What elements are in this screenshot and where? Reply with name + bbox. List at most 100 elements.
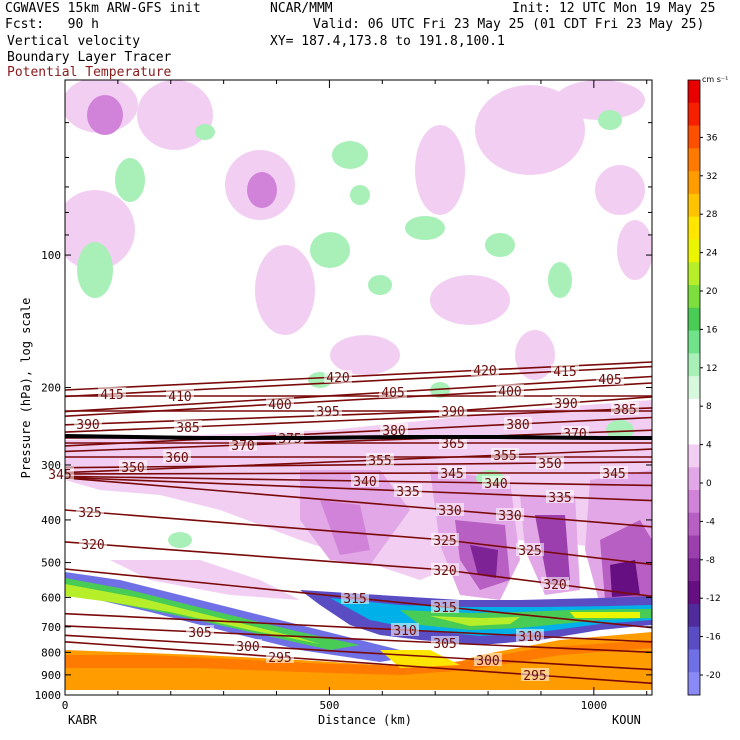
theta-label: 400 [498,385,521,400]
theta-label-bg [379,385,407,398]
theta-label: 325 [78,506,101,521]
y-tick-label: 500 [41,557,61,570]
colorbar-label: -16 [706,633,721,643]
colorbar-frame [687,79,701,696]
theta-label-bg [552,396,580,409]
theta-label-bg [324,370,352,383]
header-line1-right: Init: 12 UTC Mon 19 May 25 [512,1,716,16]
theta-label-bg [380,423,408,436]
y-tick-label: 700 [41,621,61,634]
theta-label-bg [314,404,342,417]
theta-contour-295 [65,641,652,685]
x-tick-label: 1000 [581,699,608,712]
theta-label-bg [174,420,202,433]
theta-label: 355 [493,449,516,464]
theta-label: 340 [484,477,507,492]
theta-label: 370 [231,439,254,454]
theta-label: 400 [268,398,291,413]
theta-label-bg [491,448,519,461]
colorbar-label: 24 [706,249,718,259]
theta-label: 390 [441,405,464,420]
header-line2-right: Valid: 06 UTC Fri 23 May 25 (01 CDT Fri … [313,17,705,32]
theta-label: 335 [548,491,571,506]
theta-label: 315 [343,592,366,607]
theta-label-bg [351,474,379,487]
theta-label: 350 [538,457,561,472]
theta-label-bg [266,650,294,663]
theta-contour-310 [65,612,652,643]
theta-label-bg [186,625,214,638]
colorbar-swatch [688,262,700,286]
colorbar-swatch [688,239,700,263]
theta-label: 315 [433,601,456,616]
theta-contour-305 [65,625,652,654]
colorbar-swatch [688,558,700,582]
theta-label: 365 [441,437,464,452]
x-tick-label: 0 [62,699,69,712]
colorbar-label: 32 [706,172,717,182]
y-tick-label: 300 [41,459,61,472]
theta-contour-335 [65,476,652,502]
theta-label: 295 [268,651,291,666]
theta-label-bg [516,629,544,642]
theta-label: 330 [498,509,521,524]
theta-label: 310 [393,624,416,639]
theta-label-bg [496,508,524,521]
header-line4-left: Boundary Layer Tracer [7,50,172,65]
tropopause-line [64,434,652,440]
y-tick-label: 1000 [35,689,62,702]
theta-label-bg [439,404,467,417]
theta-label-bg [504,417,532,430]
theta-label: 295 [523,669,546,684]
colorbar-label: 8 [706,402,712,412]
colorbar-swatch [688,102,700,127]
colorbar-swatch [688,672,700,696]
theta-label-bg [431,600,459,613]
colorbar-label: -8 [706,556,715,566]
theta-label-bg [163,450,191,463]
theta-label-bg [366,453,394,466]
colorbar-swatch [688,603,700,628]
x-endpoint-left: KABR [68,713,98,727]
colorbar: 36 32 28 24 20 16 12 8 4 0 -4 -8 -12 -16 -20 [687,79,721,696]
theta-label-bg [596,372,624,385]
theta-label-bg [431,636,459,649]
colorbar-swatch [688,490,700,514]
theta-contour-315 [65,568,652,629]
theta-label-bg [474,653,502,666]
header-line3-center: XY= 187.4,173.8 to 191.8,100.1 [270,34,505,49]
theta-label: 340 [353,475,376,490]
theta-label: 415 [553,365,576,380]
theta-contour-330 [65,477,652,528]
theta-label-bg [98,387,126,400]
header-line5-left: Potential Temperature [7,65,172,80]
colorbar-swatch [688,535,700,559]
theta-label-bg [521,668,549,681]
y-tick-label: 600 [41,591,61,604]
theta-label-bg [234,639,262,652]
x-tick-label: 500 [319,699,339,712]
theta-label-bg [46,467,74,480]
x-axis-label: Distance (km) [318,713,412,727]
theta-label-bg [471,363,499,376]
theta-label: 335 [396,485,419,500]
theta-label-bg [229,438,257,451]
colorbar-swatch [688,581,700,605]
theta-label: 310 [518,630,541,645]
theta-label: 355 [368,454,391,469]
colorbar-swatch [688,330,700,354]
colorbar-units: cm s⁻¹ [702,75,728,84]
theta-contour-350 [65,461,652,469]
colorbar-swatch [688,80,700,104]
theta-label: 320 [81,538,104,553]
theta-label-bg [391,623,419,636]
y-tick-label: 100 [41,249,61,262]
theta-label: 415 [100,388,123,403]
colorbar-swatch [688,193,700,218]
theta-label: 390 [554,397,577,412]
colorbar-swatch [688,467,700,491]
theta-label-bg [600,466,628,479]
theta-label-bg [341,591,369,604]
theta-label-bg [74,417,102,430]
